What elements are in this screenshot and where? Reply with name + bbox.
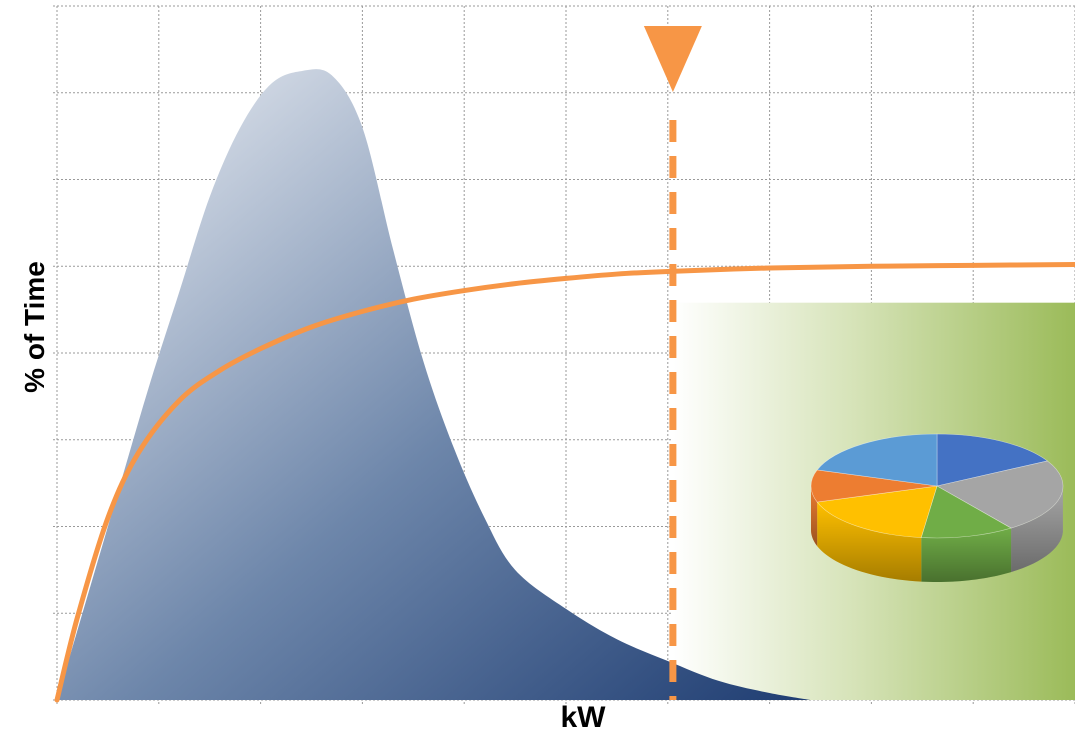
pie-slice-top (920, 485, 1012, 539)
pie-slice-top (816, 485, 938, 538)
pie-slice-side-shade (811, 486, 818, 547)
pie-slice-top (810, 469, 938, 503)
cumulative-line-layer (54, 262, 1075, 703)
threshold-layer (643, 26, 702, 700)
pie-slice-top (816, 433, 938, 487)
pie-chart-icon (810, 433, 1064, 582)
x-axis-title: kW (561, 701, 607, 734)
y-axis-title: % of Time (19, 261, 50, 393)
pie-slice-top (936, 460, 1064, 529)
pie-slice-side-shade (921, 528, 1012, 582)
pie-slice-top (936, 433, 1049, 487)
threshold-marker-icon (643, 26, 702, 92)
pie-slice-side-shade (817, 502, 922, 582)
distribution-area-layer (57, 69, 811, 700)
cumulative-line (54, 262, 1075, 703)
distribution-area (57, 69, 811, 700)
